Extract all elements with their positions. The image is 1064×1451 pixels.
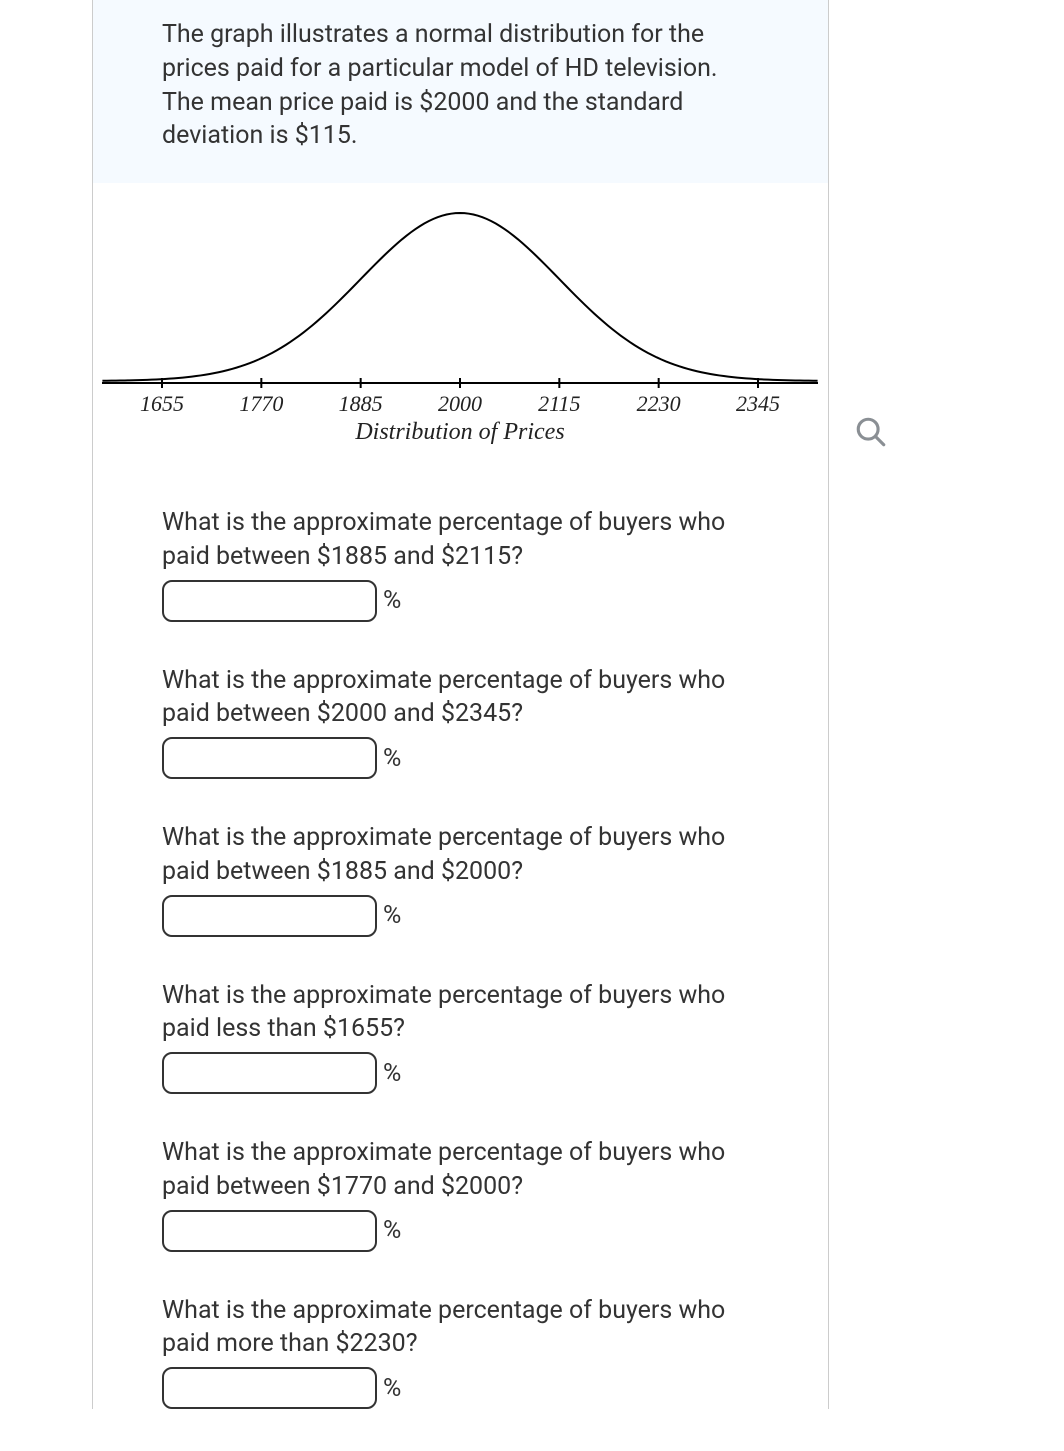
question-text: What is the approximate percentage of bu… xyxy=(162,821,758,889)
svg-text:2000: 2000 xyxy=(438,391,482,416)
left-divider xyxy=(92,0,93,1409)
question-text: What is the approximate percentage of bu… xyxy=(162,1136,758,1204)
page: The graph illustrates a normal distribut… xyxy=(0,0,1064,1409)
svg-text:2115: 2115 xyxy=(538,391,580,416)
svg-text:1885: 1885 xyxy=(339,391,383,416)
percent-label: % xyxy=(383,1059,401,1088)
question-text: What is the approximate percentage of bu… xyxy=(162,506,758,574)
content: The graph illustrates a normal distribut… xyxy=(92,0,828,1409)
chart-caption: Distribution of Prices xyxy=(355,419,564,445)
question: What is the approximate percentage of bu… xyxy=(162,506,758,622)
percent-label: % xyxy=(383,901,401,930)
chart: 1655 1770 1885 2000 2115 2230 2345 Distributio… xyxy=(92,183,828,466)
percent-label: % xyxy=(383,1216,401,1245)
answer-row: % xyxy=(162,580,758,622)
percent-label: % xyxy=(383,744,401,773)
svg-text:1655: 1655 xyxy=(140,391,184,416)
chart-caption-row: Distribution of Prices xyxy=(92,419,828,456)
question: What is the approximate percentage of bu… xyxy=(162,979,758,1095)
question: What is the approximate percentage of bu… xyxy=(162,1136,758,1252)
answer-input[interactable] xyxy=(162,580,377,622)
percent-label: % xyxy=(383,1374,401,1403)
answer-row: % xyxy=(162,737,758,779)
percent-label: % xyxy=(383,586,401,615)
answer-input[interactable] xyxy=(162,1052,377,1094)
zoom-icon[interactable] xyxy=(854,415,888,449)
svg-text:2230: 2230 xyxy=(637,391,681,416)
svg-text:2345: 2345 xyxy=(736,391,780,416)
answer-row: % xyxy=(162,1210,758,1252)
answer-row: % xyxy=(162,895,758,937)
intro-text: The graph illustrates a normal distribut… xyxy=(92,0,828,183)
answer-input[interactable] xyxy=(162,895,377,937)
question: What is the approximate percentage of bu… xyxy=(162,1294,758,1410)
answer-input[interactable] xyxy=(162,1367,377,1409)
answer-input[interactable] xyxy=(162,1210,377,1252)
normal-curve-svg: 1655 1770 1885 2000 2115 2230 2345 xyxy=(92,193,828,423)
question-text: What is the approximate percentage of bu… xyxy=(162,664,758,732)
question: What is the approximate percentage of bu… xyxy=(162,664,758,780)
answer-row: % xyxy=(162,1367,758,1409)
question-text: What is the approximate percentage of bu… xyxy=(162,1294,758,1362)
right-divider xyxy=(828,0,829,1409)
svg-text:1770: 1770 xyxy=(239,391,283,416)
question: What is the approximate percentage of bu… xyxy=(162,821,758,937)
answer-input[interactable] xyxy=(162,737,377,779)
answer-row: % xyxy=(162,1052,758,1094)
questions: What is the approximate percentage of bu… xyxy=(92,466,828,1409)
question-text: What is the approximate percentage of bu… xyxy=(162,979,758,1047)
